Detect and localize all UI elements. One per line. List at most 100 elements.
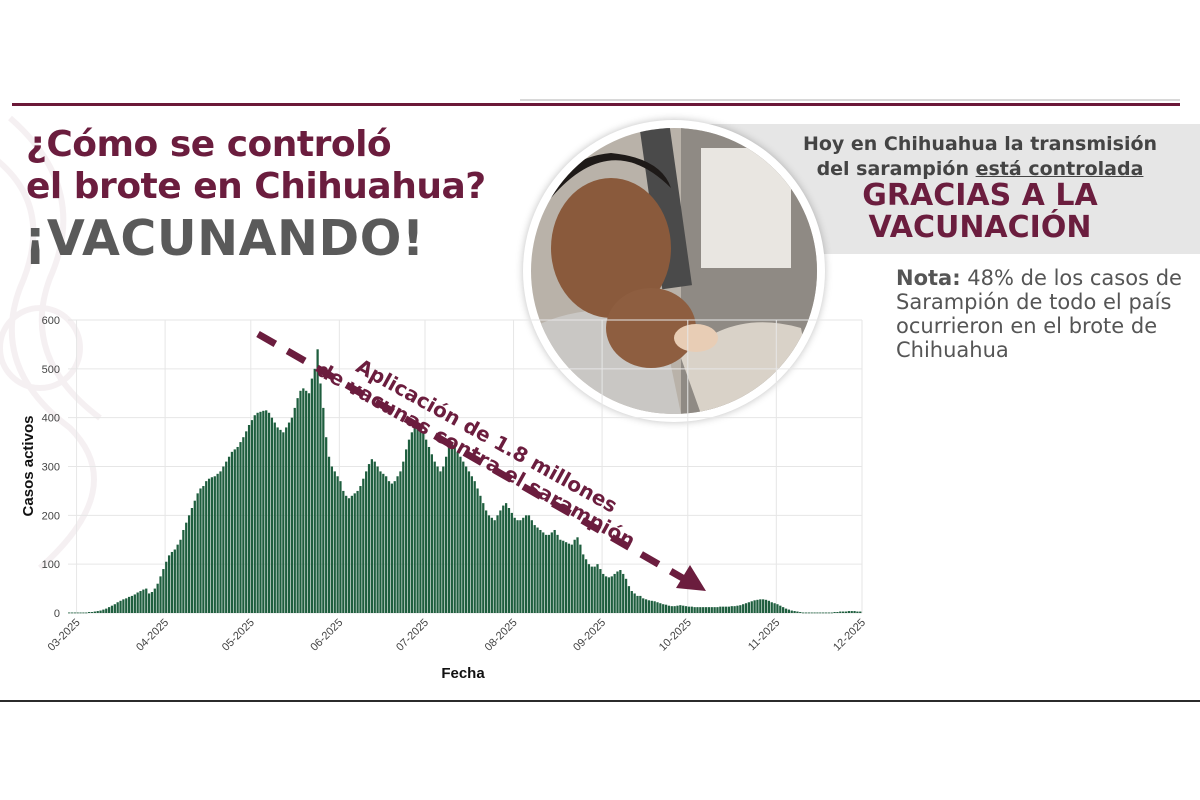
bar <box>847 611 850 613</box>
bar <box>604 576 608 613</box>
bar <box>422 432 425 613</box>
bar <box>176 544 179 613</box>
bar <box>659 603 662 613</box>
bar <box>582 554 585 613</box>
bar <box>342 490 345 613</box>
y-axis-label: Casos activos <box>20 416 37 517</box>
bar <box>676 605 679 613</box>
bar <box>824 612 828 614</box>
bar <box>356 490 359 613</box>
bar <box>684 606 688 613</box>
note-label: Nota: <box>896 266 961 290</box>
bar <box>473 481 476 613</box>
bar <box>442 466 445 613</box>
bar <box>393 481 396 613</box>
bar <box>542 532 545 613</box>
bar <box>470 476 473 613</box>
bar <box>607 577 611 613</box>
bar <box>425 439 428 613</box>
bar <box>296 398 299 613</box>
emphasis-line-2: VACUNACIÓN <box>868 210 1092 245</box>
bar <box>199 488 202 613</box>
bar <box>116 602 119 613</box>
bar <box>139 591 142 613</box>
bar <box>576 537 579 613</box>
x-tick-label: 12-2025 <box>831 617 868 654</box>
bar <box>524 515 528 613</box>
bar <box>430 454 433 613</box>
bar <box>76 612 79 614</box>
bar <box>747 602 751 613</box>
bar <box>730 606 733 613</box>
bar <box>87 612 91 613</box>
bar <box>479 495 482 613</box>
bar <box>750 601 753 613</box>
bar <box>559 539 562 613</box>
bar <box>122 599 125 613</box>
bar <box>499 510 502 613</box>
bar <box>156 583 159 613</box>
bar <box>367 464 371 613</box>
bar <box>610 576 613 613</box>
bar <box>799 612 802 613</box>
y-tick-label: 0 <box>54 608 60 620</box>
bar <box>550 532 553 613</box>
bar <box>516 520 519 613</box>
bar <box>147 593 151 613</box>
bar <box>656 602 659 613</box>
bar <box>836 612 839 613</box>
bar <box>285 427 288 613</box>
bar <box>250 420 254 613</box>
bar <box>310 378 314 613</box>
bar <box>587 564 591 613</box>
bar <box>102 609 105 613</box>
bar <box>133 594 136 613</box>
x-tick-label: 09-2025 <box>571 617 608 654</box>
bar <box>267 412 271 613</box>
bar <box>319 383 322 613</box>
bar <box>445 456 448 613</box>
bar <box>390 483 393 613</box>
bar <box>664 604 668 613</box>
bar <box>639 595 642 613</box>
watermark-ornament <box>0 115 102 571</box>
bar <box>690 606 693 613</box>
bar <box>330 466 334 613</box>
bar <box>170 551 174 613</box>
bar <box>762 599 765 613</box>
bar <box>547 534 551 613</box>
bar <box>253 415 256 613</box>
bar <box>205 481 208 613</box>
bar <box>245 431 248 613</box>
bar <box>796 611 799 613</box>
bar <box>193 500 196 613</box>
bar <box>624 578 628 613</box>
bar <box>710 607 713 613</box>
bar <box>522 517 525 613</box>
bar <box>679 605 682 613</box>
bar <box>484 510 488 613</box>
bar <box>530 520 533 613</box>
bar <box>339 481 342 613</box>
bar <box>853 611 856 613</box>
bar <box>387 481 391 613</box>
x-tick-label: 11-2025 <box>746 617 782 653</box>
bar <box>82 612 85 614</box>
bar <box>553 529 556 613</box>
bar <box>736 605 739 613</box>
bar <box>413 427 416 613</box>
bar <box>227 456 231 613</box>
bar <box>456 451 459 613</box>
y-tick-labels: 0 100 200 300 400 500 600 <box>42 315 60 620</box>
y-tick-label: 500 <box>42 364 60 376</box>
bar <box>270 417 274 613</box>
bar <box>787 609 790 613</box>
page-title: ¿Cómo se controló el brote en Chihuahua? <box>26 124 486 208</box>
bar <box>187 515 191 613</box>
bar <box>776 604 779 613</box>
bar <box>784 608 788 613</box>
y-tick-label: 100 <box>42 559 60 571</box>
vaccination-photo <box>523 120 825 422</box>
bar <box>125 598 128 613</box>
bar <box>567 543 571 613</box>
